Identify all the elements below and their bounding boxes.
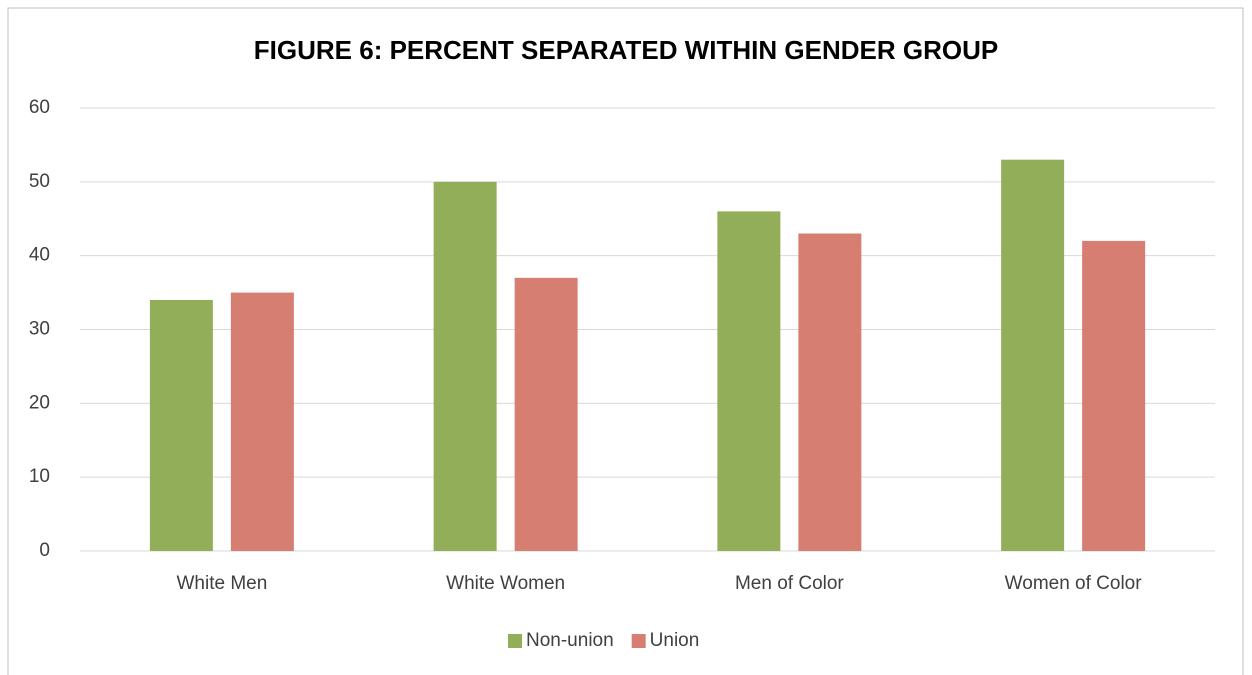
y-tick-label: 50 bbox=[29, 171, 50, 192]
x-tick-label: White Women bbox=[446, 573, 565, 594]
chart-border bbox=[7, 7, 1244, 675]
legend-label: Non-union bbox=[526, 630, 614, 651]
bar bbox=[1082, 240, 1146, 551]
y-tick-label: 40 bbox=[29, 245, 50, 266]
y-tick-label: 60 bbox=[29, 97, 50, 118]
bar bbox=[514, 277, 578, 551]
legend-swatch bbox=[508, 634, 522, 648]
chart-title: FIGURE 6: PERCENT SEPARATED WITHIN GENDE… bbox=[254, 35, 998, 65]
bar bbox=[798, 233, 862, 551]
bar bbox=[1001, 159, 1065, 551]
bar bbox=[433, 181, 497, 552]
x-tick-label: White Men bbox=[176, 573, 267, 594]
legend-label: Union bbox=[650, 630, 700, 651]
y-tick-label: 0 bbox=[39, 540, 50, 561]
y-tick-label: 10 bbox=[29, 466, 50, 487]
bar bbox=[717, 211, 781, 551]
y-tick-label: 30 bbox=[29, 319, 50, 340]
x-tick-label: Men of Color bbox=[735, 573, 844, 594]
legend-swatch bbox=[631, 634, 646, 648]
x-tick-label: Women of Color bbox=[1005, 573, 1143, 594]
y-tick-label: 20 bbox=[29, 392, 50, 413]
bar bbox=[230, 292, 294, 551]
bar bbox=[149, 299, 213, 551]
